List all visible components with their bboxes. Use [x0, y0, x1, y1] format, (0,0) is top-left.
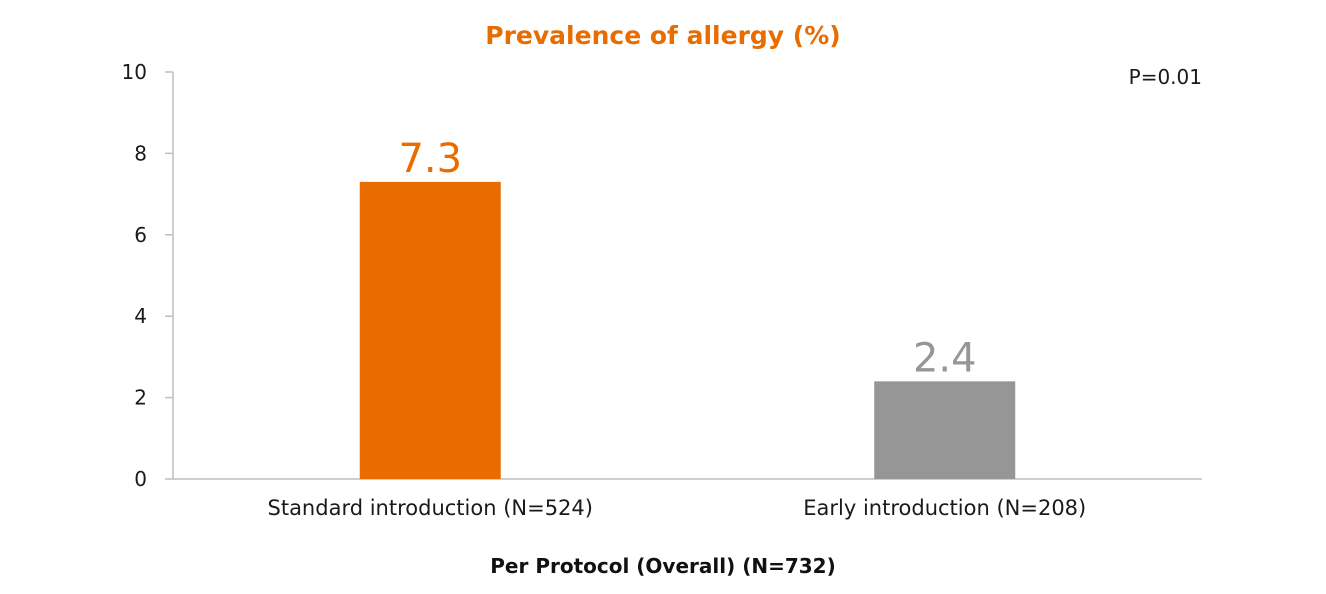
p-value-annotation: P=0.01	[1129, 65, 1202, 89]
bar-value-label-0: 7.3	[398, 136, 462, 182]
y-axis-ticks: 0 2 4 6 8 10	[122, 60, 173, 491]
bars-group: 7.3 Standard introduction (N=524) 2.4 Early…	[268, 136, 1087, 520]
y-tick-label: 6	[134, 223, 147, 247]
bar-1	[874, 381, 1016, 479]
x-category-label-0: Standard introduction (N=524)	[268, 496, 593, 520]
chart-title: Prevalence of allergy (%)	[485, 21, 840, 50]
y-tick-label: 10	[122, 60, 147, 84]
bar-0	[359, 181, 501, 479]
y-tick-label: 2	[134, 386, 147, 410]
x-category-label-1: Early introduction (N=208)	[803, 496, 1086, 520]
y-tick-label: 8	[134, 141, 147, 165]
x-axis-label: Per Protocol (Overall) (N=732)	[490, 554, 835, 578]
y-tick-label: 0	[134, 467, 147, 491]
bar-value-label-1: 2.4	[913, 335, 977, 381]
y-tick-label: 4	[134, 304, 147, 328]
